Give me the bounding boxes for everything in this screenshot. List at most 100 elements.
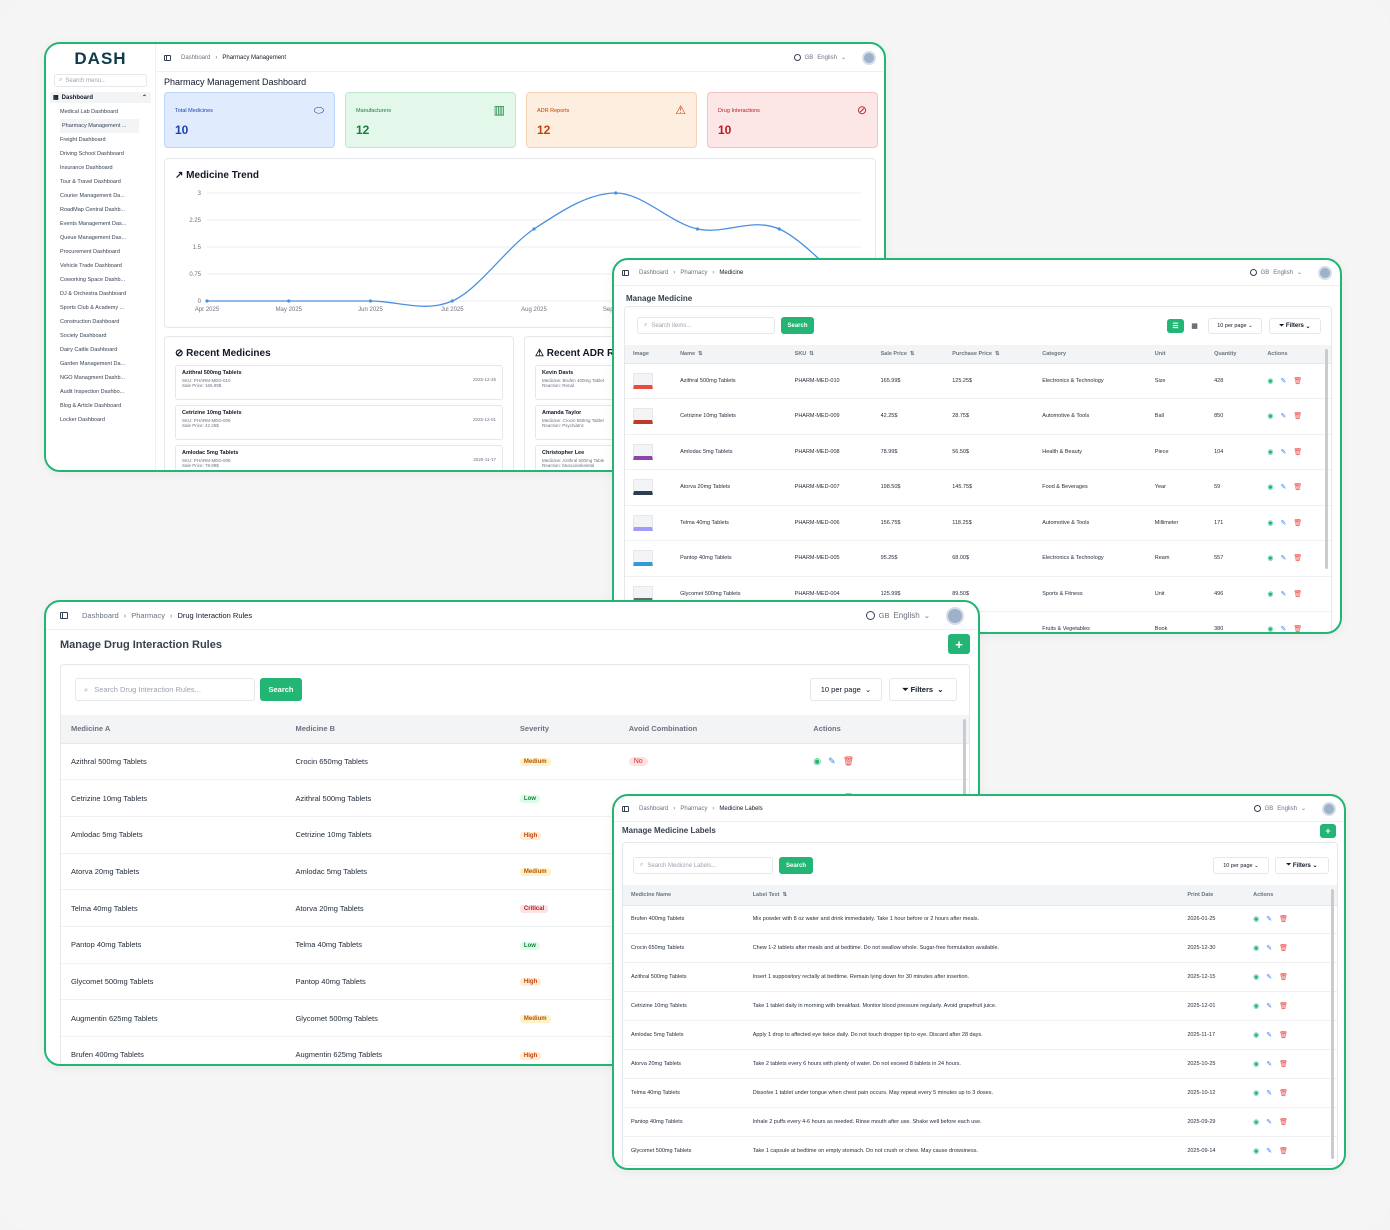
globe-icon[interactable]	[1249, 269, 1257, 276]
view-icon[interactable]: ◉	[1267, 413, 1274, 421]
delete-icon[interactable]: 🗑	[1279, 1060, 1289, 1068]
sidebar-item[interactable]: Sports Club & Academy ...	[60, 305, 125, 311]
language-select[interactable]: English	[893, 611, 920, 620]
breadcrumb-pharmacy[interactable]: Pharmacy	[680, 269, 708, 276]
sidebar-item[interactable]: Audit Inspection Dashbo...	[60, 389, 125, 395]
column-header[interactable]: SKU ⇅	[786, 345, 873, 364]
data-point[interactable]	[368, 299, 373, 303]
menu-search-input[interactable]: ⌕ Search menu...	[54, 74, 147, 87]
edit-icon[interactable]: ✎	[1266, 974, 1273, 982]
table-row[interactable]: Azithral 500mg Tablets PHARM-MED-010 165.9…	[625, 363, 1331, 399]
delete-icon[interactable]: 🗑	[1279, 916, 1289, 924]
sidebar-item-dashboard[interactable]: ▦ Dashboard ⌃	[50, 92, 151, 103]
sidebar-item[interactable]: Blog & Article Dashboard	[60, 403, 122, 409]
table-row[interactable]: Brufen 400mg Tablets Mix powder with 8 oz…	[623, 905, 1337, 935]
data-point[interactable]	[205, 299, 209, 303]
edit-icon[interactable]: ✎	[1280, 555, 1287, 563]
view-icon[interactable]: ◉	[1267, 626, 1274, 634]
edit-icon[interactable]: ✎	[1280, 448, 1287, 456]
table-row[interactable]: Azithral 500mg Tablets Crocin 650mg Table…	[61, 743, 969, 781]
view-icon[interactable]: ◉	[1267, 448, 1274, 456]
table-row[interactable]: Crocin 650mg Tablets Chew 1-2 tablets aft…	[623, 933, 1337, 964]
avatar[interactable]	[1322, 801, 1336, 816]
table-row[interactable]: Atorva 20mg Tablets PHARM-MED-007 198.50$ 1…	[625, 469, 1331, 506]
view-icon[interactable]: ◉	[1253, 1118, 1260, 1126]
view-icon[interactable]: ◉	[1267, 519, 1274, 527]
edit-icon[interactable]: ✎	[828, 755, 836, 766]
view-icon[interactable]: ◉	[1253, 1060, 1260, 1068]
view-icon[interactable]: ◉	[1253, 1147, 1260, 1155]
view-icon[interactable]: ◉	[1267, 377, 1274, 385]
sidebar-item[interactable]: Freight Dashboard	[60, 137, 106, 143]
view-icon[interactable]: ◉	[1253, 974, 1260, 982]
data-point[interactable]	[695, 227, 700, 231]
sidebar-item[interactable]: Medical Lab Dashboard	[60, 109, 119, 115]
filters-button[interactable]: ⏷ Filters ⌄	[1269, 318, 1321, 334]
filters-button[interactable]: ⏷ Filters ⌄	[1275, 857, 1329, 874]
data-point[interactable]	[287, 299, 291, 303]
data-point[interactable]	[450, 299, 454, 303]
globe-icon[interactable]	[1253, 805, 1261, 812]
sort-icon[interactable]: ⇅	[809, 350, 814, 357]
edit-icon[interactable]: ✎	[1266, 1032, 1273, 1039]
sort-icon[interactable]: ⇅	[698, 350, 703, 357]
edit-icon[interactable]: ✎	[1280, 519, 1287, 527]
language-select[interactable]: English	[817, 54, 837, 61]
column-header[interactable]: Label Text ⇅	[744, 885, 1180, 906]
sidebar-item[interactable]: RoadMap Central Dashb...	[60, 207, 126, 213]
list-view-button[interactable]: ☰	[1167, 319, 1184, 333]
globe-icon[interactable]	[793, 54, 801, 61]
edit-icon[interactable]: ✎	[1280, 484, 1287, 492]
view-icon[interactable]: ◉	[1267, 590, 1274, 598]
sidebar-item[interactable]: Driving School Dashboard	[60, 151, 124, 157]
recent-medicine-item[interactable]: Azithral 500mg Tablets SKU: PHARM-MED-010…	[175, 365, 503, 400]
table-row[interactable]: Pantop 40mg Tablets PHARM-MED-005 95.25$ 68…	[625, 540, 1331, 577]
view-icon[interactable]: ◉	[1253, 1003, 1260, 1011]
delete-icon[interactable]: 🗑	[1279, 1118, 1289, 1126]
view-icon[interactable]: ◉	[1253, 1089, 1260, 1097]
sidebar-item[interactable]: Garden Management Da...	[60, 361, 126, 367]
delete-icon[interactable]: 🗑	[1279, 945, 1289, 953]
add-rule-button[interactable]: +	[948, 634, 970, 654]
search-button[interactable]: Search	[781, 317, 814, 334]
sidebar-toggle-icon[interactable]	[60, 612, 68, 619]
filters-button[interactable]: ⏷ Filters ⌄	[889, 678, 957, 701]
table-row[interactable]: Glycomet 500mg Tablets Take 1 capsule at …	[623, 1136, 1337, 1166]
delete-icon[interactable]: 🗑	[1293, 626, 1303, 634]
breadcrumb-dashboard[interactable]: Dashboard	[181, 54, 211, 61]
delete-icon[interactable]: 🗑	[1279, 1003, 1289, 1011]
avatar[interactable]	[862, 50, 876, 65]
sidebar-item[interactable]: Pharmacy Management ...	[60, 119, 139, 133]
data-point[interactable]	[777, 227, 781, 231]
view-icon[interactable]: ◉	[1253, 1032, 1260, 1039]
delete-icon[interactable]: 🗑	[1293, 519, 1303, 527]
delete-icon[interactable]: 🗑	[1279, 1147, 1289, 1155]
sidebar-item[interactable]: Construction Dashboard	[60, 319, 120, 325]
sidebar-toggle-icon[interactable]	[622, 269, 629, 276]
recent-medicine-item[interactable]: Cetrizine 10mg Tablets SKU: PHARM-MED-009…	[175, 405, 503, 440]
per-page-select[interactable]: 10 per page ⌄	[810, 678, 882, 701]
breadcrumb-dashboard[interactable]: Dashboard	[639, 269, 669, 276]
sidebar-item[interactable]: DJ & Orchestra Dashboard	[60, 291, 127, 297]
view-icon[interactable]: ◉	[1253, 945, 1260, 953]
column-header[interactable]: Sale Price ⇅	[872, 345, 945, 364]
table-row[interactable]: Amlodac 5mg Tablets PHARM-MED-008 78.99$ 56…	[625, 434, 1331, 470]
delete-icon[interactable]: 🗑	[1293, 590, 1303, 598]
view-icon[interactable]: ◉	[1267, 555, 1274, 563]
delete-icon[interactable]: 🗑	[842, 755, 855, 766]
table-row[interactable]: Pantop 40mg Tablets Inhale 2 puffs every …	[623, 1107, 1337, 1137]
globe-icon[interactable]	[865, 611, 875, 620]
language-select[interactable]: English	[1277, 805, 1297, 812]
view-icon[interactable]: ◉	[1253, 916, 1260, 924]
sidebar-item[interactable]: Dairy Cattle Dashboard	[60, 347, 118, 353]
sidebar-item[interactable]: Coworking Space Dashb...	[60, 277, 126, 283]
sidebar-item[interactable]: NGO Managment Dashb...	[60, 375, 126, 381]
sort-icon[interactable]: ⇅	[994, 350, 1000, 357]
sidebar-item[interactable]: Queue Management Das...	[60, 235, 127, 241]
edit-icon[interactable]: ✎	[1266, 1003, 1273, 1011]
scrollbar[interactable]	[1331, 889, 1334, 1159]
table-row[interactable]: Atorva 20mg Tablets Take 2 tablets every …	[623, 1049, 1337, 1079]
search-button[interactable]: Search	[779, 857, 813, 874]
breadcrumb-pharmacy[interactable]: Pharmacy	[680, 805, 708, 812]
table-row[interactable]: Telma 40mg Tablets PHARM-MED-006 156.75$ 11…	[625, 505, 1331, 541]
